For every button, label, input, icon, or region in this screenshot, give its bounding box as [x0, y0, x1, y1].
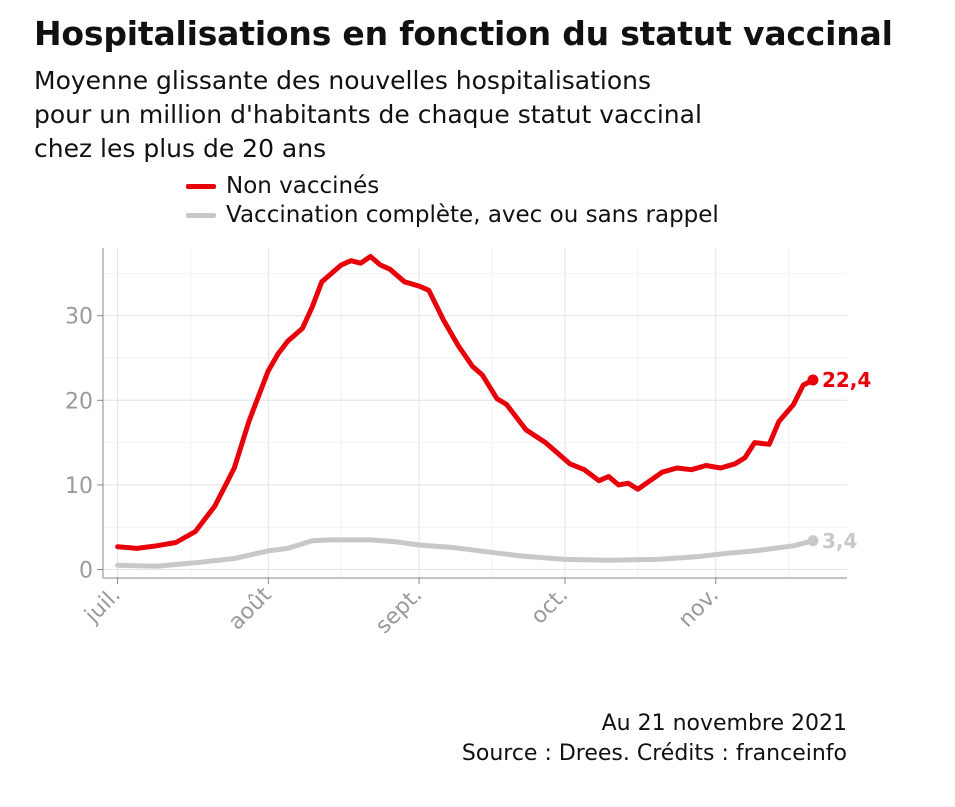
end-point-0 [807, 374, 819, 386]
date-note: Au 21 novembre 2021 [601, 711, 847, 736]
chart-subtitle: Moyenne glissante des nouvelles hospital… [34, 64, 702, 166]
x-tick-label: oct. [526, 583, 573, 630]
x-tick-label: juil. [80, 583, 126, 629]
x-tick-label: août [224, 582, 277, 635]
end-label-1: 3,4 [822, 529, 857, 553]
series-line-1 [115, 537, 816, 569]
legend-swatch-non-vaccines [186, 184, 216, 189]
legend-label-vaccines: Vaccination complète, avec ou sans rappe… [226, 202, 719, 228]
source-credit: Source : Drees. Crédits : franceinfo [461, 741, 847, 766]
legend-item-vaccines: Vaccination complète, avec ou sans rappe… [186, 201, 719, 230]
subtitle-line-1: Moyenne glissante des nouvelles hospital… [34, 66, 652, 95]
end-label-0: 22,4 [822, 368, 871, 392]
x-tick-label: nov. [674, 583, 724, 633]
y-tick-label: 30 [65, 305, 93, 330]
legend: Non vaccinés Vaccination complète, avec … [186, 172, 719, 230]
legend-swatch-vaccines [186, 213, 216, 218]
legend-label-non-vaccines: Non vaccinés [226, 173, 380, 199]
subtitle-line-3: chez les plus de 20 ans [34, 134, 327, 163]
y-tick-label: 10 [65, 474, 93, 499]
legend-item-non-vaccines: Non vaccinés [186, 172, 719, 201]
subtitle-line-2: pour un million d'habitants de chaque st… [34, 100, 702, 129]
y-tick-label: 0 [79, 559, 93, 584]
series-line-0 [115, 254, 816, 551]
end-point-1 [807, 535, 819, 547]
chart-title: Hospitalisations en fonction du statut v… [34, 14, 893, 53]
line-chart: 0 10 20 30 juil. août sept. oct. nov. 3,4 22,4 [65, 248, 871, 639]
x-tick-label: sept. [371, 583, 427, 639]
y-tick-label: 20 [65, 389, 93, 414]
